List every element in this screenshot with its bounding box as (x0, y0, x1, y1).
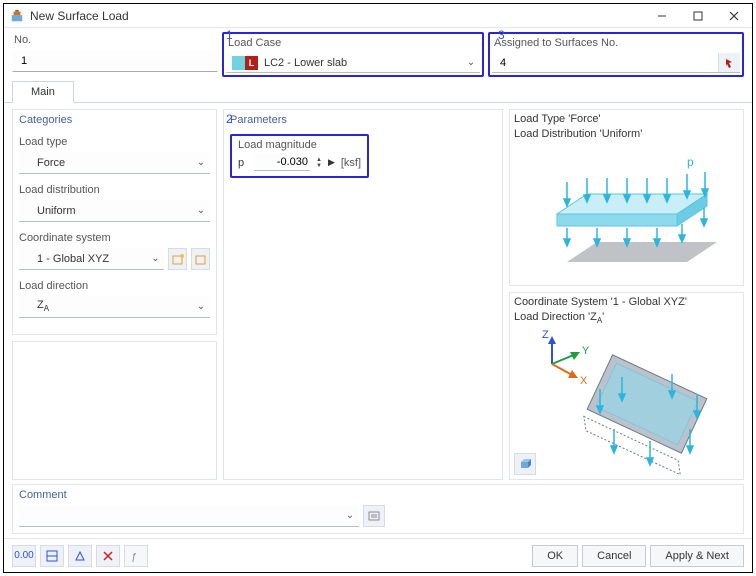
maximize-button[interactable] (680, 4, 716, 28)
preview1-caption: Load Type 'Force' Load Distribution 'Uni… (510, 110, 743, 144)
load-dir-label: Load direction (19, 280, 210, 292)
left-empty-panel (12, 341, 217, 480)
load-case-swatch (232, 56, 258, 70)
chevron-down-icon: ⌄ (462, 57, 480, 68)
preview-coord-panel: Coordinate System '1 - Global XYZ' Load … (509, 292, 744, 480)
chevron-down-icon: ⌄ (192, 301, 210, 312)
load-dir-value: ZA (37, 299, 192, 313)
annotation-1: 1 (226, 28, 233, 42)
tool-3-button[interactable] (68, 545, 92, 567)
app-icon (10, 9, 24, 23)
svg-text:ƒ: ƒ (131, 552, 137, 562)
cube-icon (519, 458, 531, 470)
load-magnitude-symbol: p (238, 157, 248, 169)
load-magnitude-frame: Load magnitude p ▲▼ ▶ [ksf] (230, 134, 369, 178)
load-case-text: LC2 - Lower slab (258, 57, 462, 69)
minimize-button[interactable] (644, 4, 680, 28)
comment-header: Comment (13, 485, 743, 503)
new-icon (172, 253, 184, 265)
load-magnitude-input[interactable] (254, 154, 310, 171)
note-icon (368, 510, 380, 522)
assigned-input[interactable] (492, 53, 718, 72)
preview2-viewer: Z Y X (510, 329, 743, 479)
assigned-frame: Assigned to Surfaces No. (488, 32, 744, 77)
tool-units-label: 0.00 (14, 550, 33, 561)
tool-5-button[interactable]: ƒ (124, 545, 148, 567)
preview2-settings-button[interactable] (514, 453, 536, 475)
preview2-line2: Load Direction 'ZA' (514, 310, 739, 327)
comment-panel: Comment ⌄ (12, 484, 744, 534)
main-area: Categories Load type Force⌄ Load distrib… (4, 103, 752, 484)
tool-4-button[interactable] (96, 545, 120, 567)
load-magnitude-spinner[interactable]: ▲▼ (316, 155, 322, 171)
svg-text:Z: Z (542, 329, 549, 341)
tool4-icon (102, 550, 114, 562)
load-case-dropdown[interactable]: LC2 - Lower slab ⌄ (226, 53, 480, 73)
preview1-svg: p (522, 144, 732, 284)
no-input[interactable] (13, 51, 217, 71)
preview-load-type-panel: Load Type 'Force' Load Distribution 'Uni… (509, 109, 744, 286)
svg-text:Y: Y (582, 345, 590, 357)
coord-sys-label: Coordinate system (19, 232, 210, 244)
edit-coordsys-button[interactable] (191, 248, 210, 270)
footer: 0.00 ƒ OK Cancel Apply & Next (4, 538, 752, 572)
pick-surfaces-button[interactable] (718, 53, 740, 72)
categories-header: Categories (13, 110, 216, 132)
coord-sys-select[interactable]: 1 - Global XYZ⌄ (19, 248, 164, 270)
load-dist-label: Load distribution (19, 184, 210, 196)
preview2-line1: Coordinate System '1 - Global XYZ' (514, 295, 739, 310)
preview1-viewer: p (510, 144, 743, 285)
chevron-down-icon: ⌄ (146, 253, 164, 264)
annotation-3: 3 (498, 28, 505, 42)
apply-next-button[interactable]: Apply & Next (650, 545, 744, 567)
svg-text:X: X (580, 375, 588, 387)
load-dir-select[interactable]: ZA⌄ (19, 296, 210, 318)
ok-button[interactable]: OK (532, 545, 578, 567)
parameters-header: Parameters (224, 110, 502, 132)
load-type-select[interactable]: Force⌄ (19, 152, 210, 174)
assigned-label: Assigned to Surfaces No. (492, 35, 740, 53)
window-title: New Surface Load (30, 9, 644, 23)
load-case-frame: Load Case LC2 - Lower slab ⌄ (222, 32, 484, 77)
preview1-line1: Load Type 'Force' (514, 112, 739, 127)
tool3-icon (74, 550, 86, 562)
load-type-value: Force (37, 157, 192, 169)
load-type-label: Load type (19, 136, 210, 148)
preview1-p-label: p (687, 155, 694, 169)
load-magnitude-label: Load magnitude (238, 139, 361, 151)
tool2-icon (46, 550, 58, 562)
load-magnitude-unit: [ksf] (341, 157, 361, 169)
pick-icon (724, 57, 736, 69)
edit-icon (195, 253, 207, 265)
comment-select[interactable]: ⌄ (19, 505, 359, 527)
annotation-2: 2 (226, 112, 233, 126)
new-coordsys-button[interactable] (168, 248, 187, 270)
tool5-icon: ƒ (130, 550, 142, 562)
preview2-caption: Coordinate System '1 - Global XYZ' Load … (510, 293, 743, 329)
load-magnitude-play-button[interactable]: ▶ (328, 157, 335, 168)
tool-2-button[interactable] (40, 545, 64, 567)
tab-main[interactable]: Main (12, 81, 74, 103)
tab-strip: Main (4, 81, 752, 103)
load-dist-select[interactable]: Uniform⌄ (19, 200, 210, 222)
categories-panel: Categories Load type Force⌄ Load distrib… (12, 109, 217, 335)
chevron-down-icon: ⌄ (192, 205, 210, 216)
coord-sys-value: 1 - Global XYZ (37, 253, 146, 265)
chevron-down-icon: ⌄ (341, 510, 359, 521)
parameters-panel: Parameters Load magnitude p ▲▼ ▶ [ksf] (223, 109, 503, 480)
spin-down-icon: ▼ (316, 163, 322, 169)
load-case-label: Load Case (226, 35, 480, 53)
load-dist-value: Uniform (37, 205, 192, 217)
preview2-svg: Z Y X (522, 329, 732, 479)
tool-units-button[interactable]: 0.00 (12, 545, 36, 567)
titlebar: New Surface Load (4, 4, 752, 28)
preview1-line2: Load Distribution 'Uniform' (514, 127, 739, 142)
chevron-down-icon: ⌄ (192, 157, 210, 168)
comment-pick-button[interactable] (363, 505, 385, 527)
top-form-row: No. Load Case LC2 - Lower slab ⌄ Assigne… (4, 28, 752, 79)
no-label: No. (12, 32, 218, 50)
close-button[interactable] (716, 4, 752, 28)
cancel-button[interactable]: Cancel (582, 545, 646, 567)
